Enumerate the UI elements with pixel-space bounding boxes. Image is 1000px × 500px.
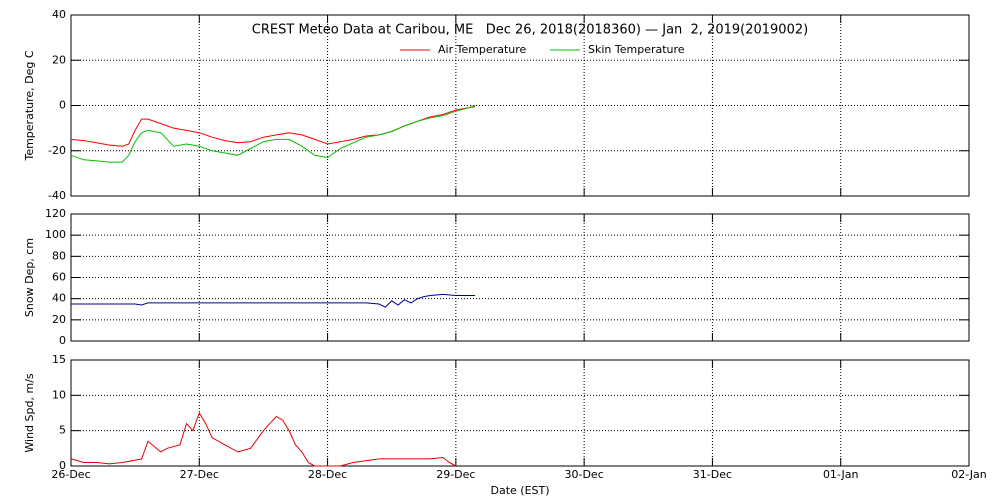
x-tick-label: 29-Dec [436,468,475,481]
y-axis-label: Snow Dep, cm [23,238,36,317]
data-line [70,411,457,467]
chart-title: CREST Meteo Data at Caribou, ME Dec 26, … [252,23,808,38]
plot-frame [70,213,970,342]
x-tick-label: 02-Jan [951,468,987,481]
y-tick-label: 60 [52,271,66,284]
x-tick-label: 27-Dec [180,468,219,481]
y-tick-label: 20 [52,313,66,326]
x-axis-label: Date (EST) [490,484,549,497]
y-tick-label: 40 [52,292,66,305]
y-tick-label: 15 [52,353,66,366]
x-tick-label: 31-Dec [693,468,732,481]
data-line [70,105,476,163]
legend-label: Air Temperature [438,43,527,56]
y-tick-label: -20 [48,144,66,157]
y-tick-label: 120 [45,207,66,220]
y-axis-label: Wind Spd, m/s [23,373,36,453]
plot-frame [70,359,970,467]
data-line [71,293,476,308]
x-tick-label: 01-Jan [823,468,859,481]
y-tick-label: 0 [59,459,66,472]
y-axis-label: Temperature, Deg C [23,50,36,161]
y-tick-label: 20 [52,53,66,66]
y-tick-label: 0 [59,99,66,112]
x-tick-label: 26-Dec [51,468,90,481]
plot-frame [70,14,970,197]
y-tick-label: 5 [59,424,66,437]
y-tick-label: 40 [52,8,66,21]
y-tick-label: 80 [52,249,66,262]
legend-label: Skin Temperature [588,43,685,56]
y-tick-label: -40 [48,189,66,202]
x-tick-label: 30-Dec [565,468,604,481]
y-tick-label: 100 [45,228,66,241]
x-tick-label: 28-Dec [308,468,347,481]
y-tick-label: 10 [52,388,66,401]
y-tick-label: 0 [59,334,66,347]
